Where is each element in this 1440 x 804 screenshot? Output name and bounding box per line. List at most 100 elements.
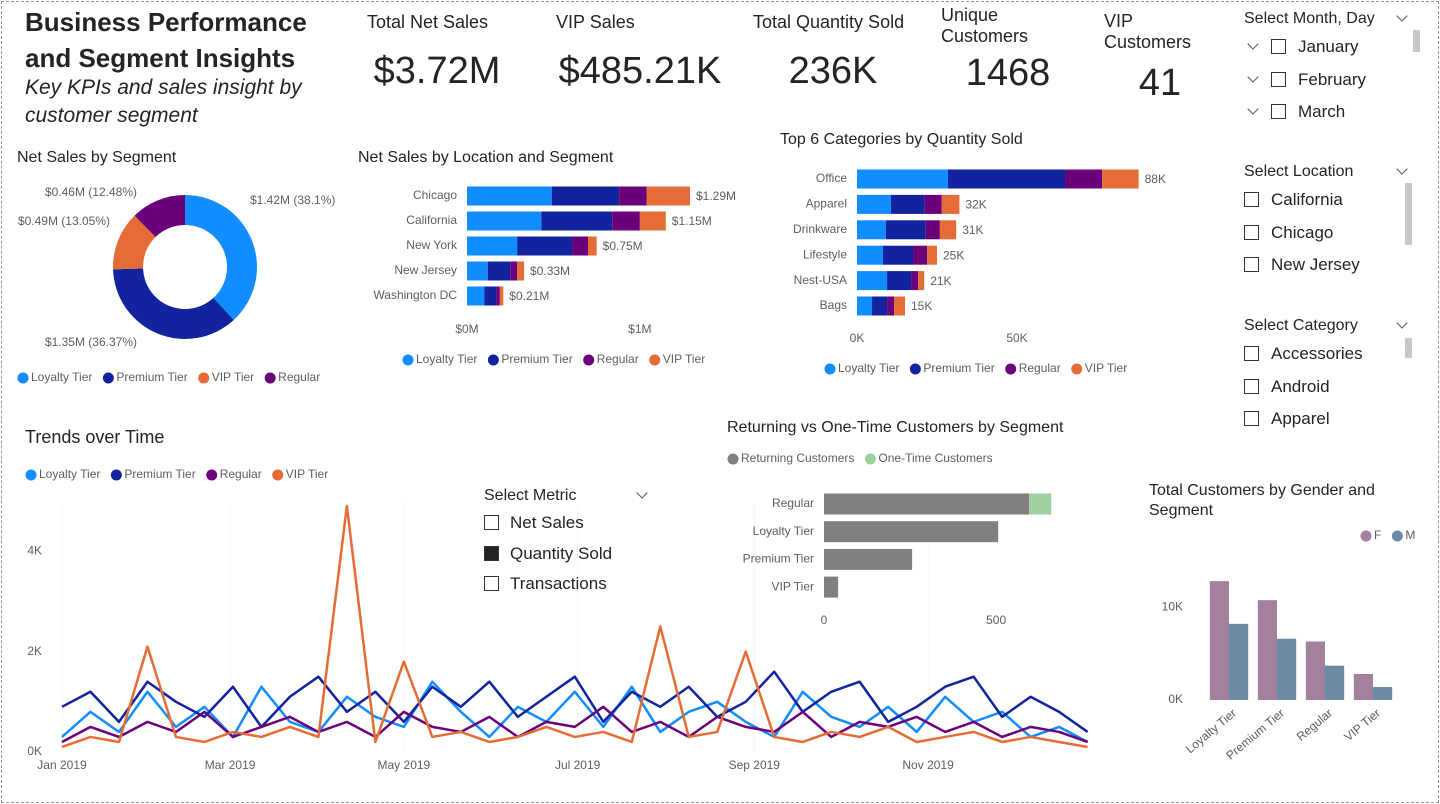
bar-segment (824, 521, 999, 543)
legend-marker (727, 453, 739, 465)
bar-segment (1065, 169, 1103, 189)
bar-segment (924, 194, 942, 214)
scrollbar[interactable] (1413, 30, 1420, 52)
legend-marker (649, 354, 661, 366)
y-tick-label: 10K (1162, 599, 1183, 613)
legend-label: Loyalty Tier (31, 370, 92, 384)
page-subtitle: Key KPIs and sales insight by customer s… (25, 76, 302, 127)
slicer-option[interactable]: California (1271, 190, 1343, 209)
total-label: $1.29M (696, 189, 736, 203)
chart-title: Net Sales by Location and Segment (358, 149, 614, 166)
bar (1229, 623, 1249, 700)
bar-segment (487, 261, 511, 281)
x-tick-label: VIP Tier (1341, 706, 1383, 744)
total-label: 21K (930, 274, 951, 288)
bar-segment (467, 286, 485, 306)
bar-segment (894, 296, 905, 316)
category-label: Lifestyle (803, 247, 847, 261)
slicer-option[interactable]: February (1298, 69, 1367, 89)
scrollbar[interactable] (1405, 338, 1412, 358)
donut-slice (185, 195, 257, 321)
total-label: $0.33M (530, 264, 570, 278)
legend-label: VIP Tier (212, 370, 254, 384)
scrollbar[interactable] (1405, 183, 1412, 245)
checkbox[interactable] (484, 545, 499, 561)
checkbox[interactable] (1244, 378, 1259, 394)
total-label: 32K (965, 198, 986, 212)
kpi-value: $485.21K (558, 50, 722, 92)
checkbox[interactable] (484, 576, 499, 591)
slicer-option[interactable]: Apparel (1271, 409, 1330, 428)
legend-marker (583, 354, 595, 366)
slicer-option[interactable]: March (1298, 102, 1346, 121)
slicer-option[interactable]: January (1298, 37, 1359, 56)
category-label: Drinkware (793, 222, 847, 236)
checkbox[interactable] (1244, 192, 1259, 207)
legend-label: Regular (278, 370, 320, 384)
x-tick-label: 50K (1006, 331, 1027, 345)
bar-segment (484, 286, 497, 306)
x-tick-label: Mar 2019 (205, 758, 256, 772)
bar-segment (551, 186, 620, 206)
bar-segment (646, 186, 690, 206)
bar (1305, 641, 1325, 700)
checkbox[interactable] (1244, 224, 1259, 240)
checkbox[interactable] (1271, 104, 1286, 119)
checkbox[interactable] (1244, 346, 1259, 361)
chart-title: Total Customers by Gender and Segment (1149, 482, 1375, 519)
slicer-option[interactable]: Transactions (510, 574, 607, 593)
legend-marker (110, 469, 122, 481)
bar-segment (496, 286, 500, 306)
checkbox[interactable] (1271, 71, 1286, 87)
bar-segment (887, 296, 895, 316)
category-label: Regular (772, 496, 814, 510)
legend-label: Premium Tier (116, 370, 187, 384)
bar-segment (467, 261, 488, 281)
bar-segment (499, 286, 504, 306)
y-tick-label: 2K (27, 644, 42, 658)
legend-label: Loyalty Tier (838, 361, 899, 375)
legend-marker (1071, 363, 1083, 375)
x-tick-label: Nov 2019 (902, 758, 954, 772)
x-tick-label: 0K (850, 331, 865, 345)
bar-segment (890, 194, 925, 214)
category-label: New York (406, 238, 458, 252)
x-tick-label: 0 (821, 613, 828, 627)
slicer-option[interactable]: Net Sales (510, 513, 584, 532)
bar (1373, 687, 1393, 700)
slicer-title: Select Category (1244, 317, 1358, 334)
x-tick-label: $1M (628, 322, 651, 336)
bar-segment (857, 169, 948, 189)
checkbox[interactable] (1244, 257, 1259, 272)
bar-segment (918, 271, 925, 291)
category-label: Chicago (413, 188, 457, 202)
x-tick-label: Sep 2019 (729, 758, 781, 772)
bar-segment (639, 211, 666, 231)
checkbox[interactable] (1244, 411, 1259, 426)
legend-marker (264, 372, 276, 384)
slicer-option[interactable]: Accessories (1271, 344, 1363, 363)
bar (1209, 581, 1229, 700)
checkbox[interactable] (484, 515, 499, 530)
legend-marker (909, 363, 921, 375)
donut-slice (112, 215, 156, 270)
total-label: 88K (1145, 172, 1166, 186)
bar-segment (857, 271, 888, 291)
category-label: Premium Tier (743, 552, 814, 566)
kpi-label: VIP Customers (1104, 11, 1192, 52)
slicer-option[interactable]: New Jersey (1271, 255, 1360, 274)
slicer-option[interactable]: Android (1271, 376, 1330, 396)
slicer-option[interactable]: Chicago (1271, 222, 1334, 242)
kpi-value: 236K (788, 50, 878, 92)
x-tick-label: Jul 2019 (555, 758, 601, 772)
bar-segment (517, 261, 525, 281)
kpi-label: VIP Sales (556, 12, 635, 32)
checkbox[interactable] (1271, 39, 1286, 54)
kpi-label: Unique Customers (941, 5, 1029, 46)
slicer-option[interactable]: Quantity Sold (510, 543, 613, 563)
bar-segment (588, 236, 597, 256)
bar-segment (467, 211, 542, 231)
legend-label: Returning Customers (741, 451, 854, 465)
